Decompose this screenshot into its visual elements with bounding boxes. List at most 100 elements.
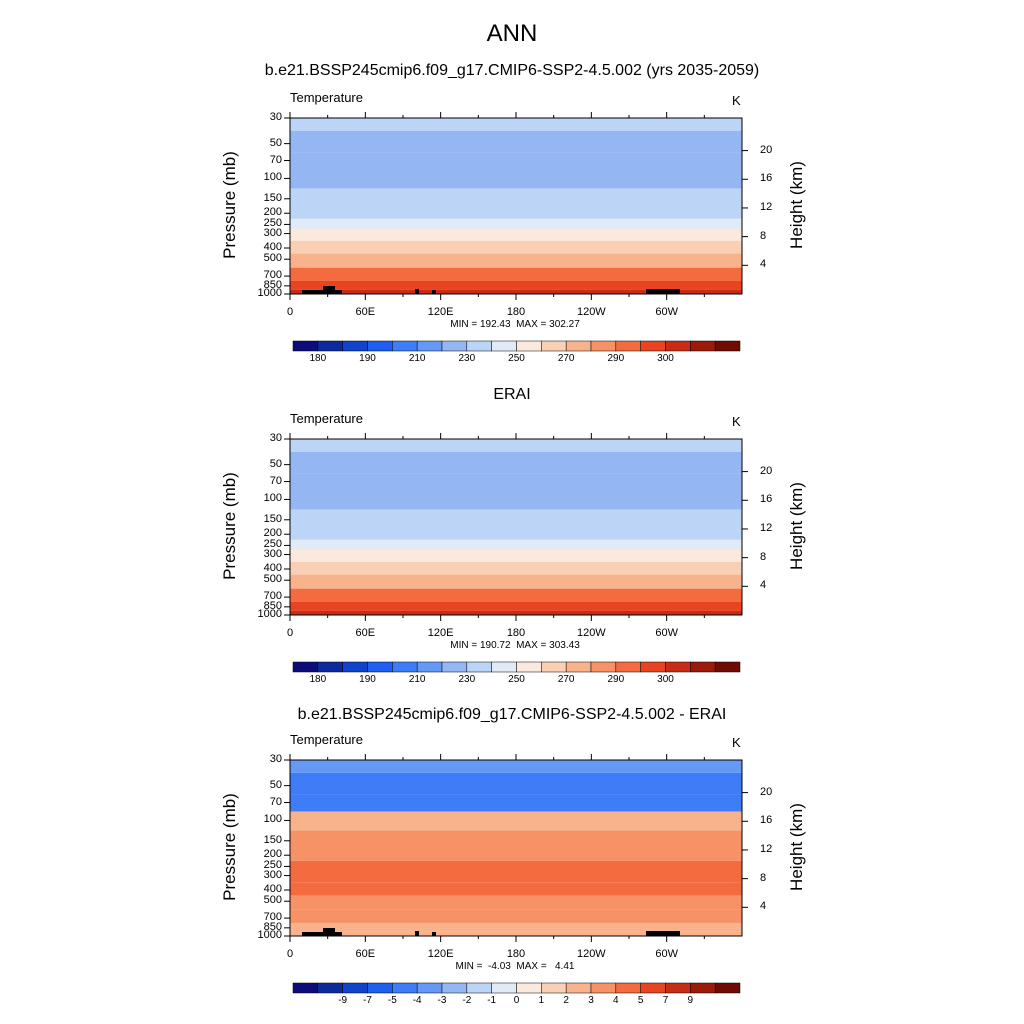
band-2-400: [290, 561, 742, 575]
colorbar-3-swatch-9: [516, 982, 542, 994]
band-2-1000: [290, 610, 742, 615]
colorbar-tick-3-5: -2: [462, 995, 472, 1006]
y-tick-label-3-7: 300: [263, 868, 282, 881]
y-right-axis-label-2: Height (km): [787, 482, 806, 570]
colorbar-tick-3-10: 3: [588, 995, 594, 1006]
colorbar-1-swatch-5: [416, 340, 443, 352]
terrain-3-2: [415, 931, 419, 936]
band-1-700: [290, 267, 742, 281]
terrain-3-4: [646, 931, 680, 936]
x-tick-label-2-5: 60W: [655, 627, 678, 639]
y-right-tick-label-3-1: 16: [760, 814, 773, 827]
y-tick-label-1-2: 70: [269, 153, 282, 166]
y-tick-label-1-4: 150: [263, 191, 282, 204]
y-tick-label-3-5: 200: [263, 848, 282, 861]
terrain-1-0: [302, 290, 342, 294]
y-tick-label-1-3: 100: [263, 171, 282, 184]
x-tick-label-1-1: 60E: [355, 306, 376, 318]
terrain-3-3: [432, 932, 436, 936]
y-tick-label-2-8: 400: [263, 562, 282, 574]
y-axis-label-3: Pressure (mb): [220, 793, 239, 901]
x-tick-label-1-4: 120W: [576, 306, 606, 318]
colorbar-tick-3-9: 2: [563, 995, 569, 1006]
colorbar-3-swatch-15: [665, 982, 691, 994]
colorbar-2-swatch-14: [640, 661, 666, 673]
colorbar-1-swatch-13: [615, 340, 641, 352]
y-tick-label-3-12: 1000: [257, 929, 282, 941]
colorbar-1-swatch-8: [491, 340, 517, 352]
colorbar-tick-2-0: 180: [309, 674, 327, 685]
colorbar-3-swatch-0: [292, 982, 319, 994]
colorbar-1-swatch-7: [466, 340, 492, 352]
colorbar-tick-1-5: 270: [557, 353, 575, 364]
colorbar-tick-3-14: 9: [687, 995, 694, 1006]
colorbar-2-swatch-17: [714, 661, 741, 673]
y-tick-label-1-7: 300: [263, 226, 282, 239]
colorbar-3-swatch-3: [367, 982, 393, 994]
panel-3-title: b.e21.BSSP245cmip6.f09_g17.CMIP6-SSP2-4.…: [297, 706, 727, 723]
y-right-tick-label-2-2: 12: [760, 521, 773, 534]
units-label-3: K: [732, 735, 741, 750]
colorbar-3-swatch-5: [416, 982, 443, 994]
y-right-tick-label-2-1: 16: [760, 493, 773, 506]
colorbar-2-swatch-9: [516, 661, 542, 673]
colorbar-2-swatch-2: [342, 661, 368, 673]
terrain-3-1: [323, 928, 335, 936]
colorbar-2-swatch-10: [541, 661, 567, 673]
colorbar-tick-3-0: -9: [338, 995, 348, 1006]
colorbar-tick-3-11: 4: [613, 995, 619, 1006]
y-right-tick-label-2-3: 8: [760, 550, 767, 563]
colorbar-tick-1-7: 300: [657, 353, 674, 364]
colorbar-1-swatch-14: [640, 340, 666, 352]
x-tick-label-3-4: 120W: [576, 948, 606, 960]
colorbar-tick-3-4: -3: [437, 995, 447, 1006]
y-right-tick-label-1-4: 4: [760, 258, 767, 271]
colorbar-1-swatch-16: [690, 340, 716, 352]
y-tick-label-1-0: 30: [269, 111, 282, 123]
colorbar-2-swatch-13: [615, 661, 641, 673]
colorbar-1-swatch-15: [665, 340, 691, 352]
stats-label-1: MIN = 192.43 MAX = 302.27: [450, 319, 580, 330]
variable-label-3: Temperature: [290, 732, 363, 747]
colorbar-3-swatch-10: [541, 982, 567, 994]
y-tick-label-3-4: 150: [263, 833, 282, 846]
colorbar-2-swatch-11: [565, 661, 592, 673]
colorbar-tick-2-4: 250: [508, 674, 525, 685]
band-3-30: [290, 760, 742, 773]
x-tick-label-3-1: 60E: [355, 948, 376, 960]
colorbar-3-swatch-8: [491, 982, 517, 994]
x-tick-label-3-2: 120E: [427, 948, 454, 960]
y-tick-label-2-11: 850: [263, 599, 282, 612]
colorbar-3-swatch-11: [565, 982, 592, 994]
band-3-700: [290, 909, 742, 923]
y-tick-label-2-1: 50: [269, 457, 282, 470]
colorbar-2-swatch-8: [491, 661, 517, 673]
colorbar-tick-1-3: 230: [458, 353, 476, 364]
y-tick-label-2-6: 250: [263, 538, 282, 551]
terrain-3-0: [302, 932, 342, 936]
x-tick-label-2-3: 180: [506, 627, 526, 639]
y-right-tick-label-2-4: 4: [760, 579, 767, 592]
colorbar-tick-3-12: 5: [637, 995, 644, 1006]
colorbar-3-swatch-2: [342, 982, 368, 994]
colorbar-2-swatch-15: [665, 661, 691, 673]
band-3-400: [290, 882, 742, 896]
y-tick-label-1-6: 250: [263, 217, 282, 230]
y-tick-label-2-5: 200: [263, 527, 282, 540]
x-tick-label-1-3: 180: [506, 306, 526, 318]
colorbar-3-swatch-4: [392, 982, 418, 994]
colorbar-1-swatch-9: [516, 340, 542, 352]
y-tick-label-1-9: 500: [263, 252, 282, 265]
x-tick-label-2-2: 120E: [427, 627, 454, 639]
terrain-1-4: [646, 289, 680, 294]
band-2-700: [290, 588, 742, 602]
band-1-100: [290, 169, 742, 189]
y-tick-label-2-3: 100: [263, 492, 282, 505]
colorbar-2-swatch-12: [590, 661, 617, 673]
colorbar-1-swatch-3: [367, 340, 393, 352]
x-tick-label-1-0: 0: [286, 306, 294, 318]
colorbar-3-swatch-17: [714, 982, 741, 994]
x-tick-label-3-0: 0: [286, 948, 294, 960]
band-1-70: [290, 152, 742, 170]
colorbar-2-swatch-0: [292, 661, 319, 673]
